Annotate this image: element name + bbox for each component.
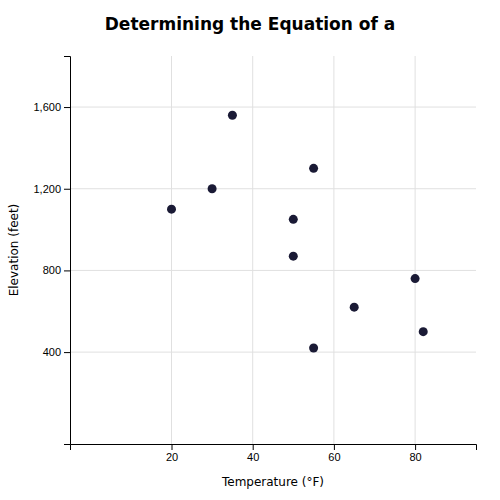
tick-label: 400 (43, 346, 61, 358)
grid-line-x (415, 56, 416, 444)
grid-line-y (70, 352, 476, 353)
tick-mark (253, 444, 254, 450)
grid (70, 56, 476, 444)
tick-mark (64, 352, 70, 353)
tick: 80 (409, 444, 421, 463)
grid-line-x (171, 56, 172, 444)
x-axis-label: Temperature (°F) (221, 475, 324, 489)
axis-line (64, 57, 71, 445)
axis-line (71, 445, 477, 451)
tick-label: 1,200 (33, 183, 61, 195)
tick: 1,600 (33, 101, 70, 113)
y-axis: 400 800 1,200 1,600 (33, 57, 70, 445)
grid-line-y (70, 188, 476, 189)
tick: 60 (328, 444, 340, 463)
point (228, 111, 237, 120)
title: Determining the Equation of a (105, 14, 396, 34)
chart-container: 20 40 60 80 400 800 1,200 1,600 Determining the … (0, 0, 500, 500)
grid-line-y (70, 107, 476, 108)
chart-svg: 20 40 60 80 400 800 1,200 1,600 Determining the … (0, 0, 500, 500)
tick: 20 (166, 444, 178, 463)
point (350, 303, 359, 312)
point (309, 164, 318, 173)
tick-mark (64, 189, 70, 190)
tick-label: 60 (328, 451, 340, 463)
plot-area: 20 40 60 80 400 800 1,200 1,600 (33, 56, 476, 463)
tick-label: 20 (166, 451, 178, 463)
tick-mark (334, 444, 335, 450)
point (289, 252, 298, 261)
tick: 1,200 (33, 183, 70, 195)
tick-mark (64, 270, 70, 271)
tick-label: 1,600 (33, 101, 61, 113)
tick-label: 80 (409, 451, 421, 463)
points (167, 111, 428, 353)
x-axis: 20 40 60 80 (71, 444, 477, 463)
point (167, 205, 176, 214)
grid-line-x (252, 56, 253, 444)
point (289, 215, 298, 224)
point (411, 274, 420, 283)
tick-mark (172, 444, 173, 450)
point (309, 344, 318, 353)
tick-mark (415, 444, 416, 450)
tick-mark (64, 107, 70, 108)
tick: 800 (43, 264, 70, 276)
grid-line-y (70, 270, 476, 271)
tick: 40 (247, 444, 259, 463)
point (419, 327, 428, 336)
y-axis-label: Elevation (feet) (7, 204, 21, 297)
point (208, 184, 217, 193)
tick: 400 (43, 346, 70, 358)
grid-line-x (333, 56, 334, 444)
tick-label: 800 (43, 264, 61, 276)
tick-label: 40 (247, 451, 259, 463)
